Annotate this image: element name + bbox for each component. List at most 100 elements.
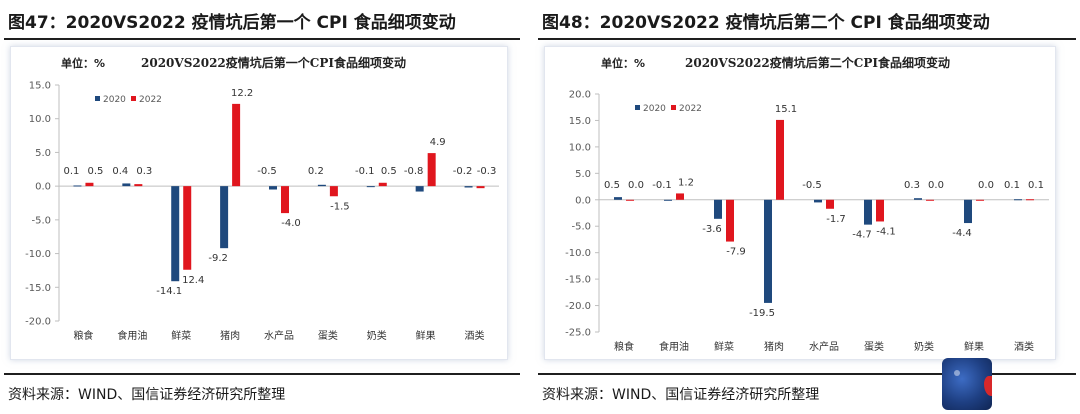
y-tick-label: 15.0 bbox=[29, 81, 51, 92]
legend-swatch-2022 bbox=[671, 105, 676, 110]
chart-2-svg: 单位：% 2020VS2022疫情坑后第二个CPI食品细项变动 20.0 15.0 10… bbox=[565, 55, 1049, 353]
data-label-2020: -0.5 bbox=[802, 180, 822, 191]
x-category-label: 猪肉 bbox=[764, 340, 784, 353]
bar-2022 bbox=[626, 199, 634, 201]
x-category-label: 食用油 bbox=[659, 340, 689, 353]
y-tick-label: -5.0 bbox=[571, 222, 591, 233]
bar-2020 bbox=[269, 186, 277, 190]
y-tick-label: -20.0 bbox=[565, 301, 591, 312]
x-category-label: 鲜果 bbox=[416, 329, 436, 342]
bar-2022 bbox=[476, 186, 485, 189]
data-label-2020: -3.6 bbox=[702, 224, 722, 235]
bar-2020 bbox=[317, 184, 326, 187]
chart-title: 2020VS2022疫情坑后第一个CPI食品细项变动 bbox=[141, 55, 406, 70]
legend-label-2020: 2020 bbox=[103, 95, 126, 105]
figure-title: 图47：2020VS2022 疫情坑后第一个 CPI 食品细项变动 bbox=[8, 13, 456, 33]
data-label-2020: -0.1 bbox=[355, 166, 375, 177]
y-tick-label: -15.0 bbox=[565, 275, 591, 286]
data-label-2020: -4.7 bbox=[852, 230, 872, 241]
data-label-2022: 0.0 bbox=[928, 180, 944, 191]
bar-2022 bbox=[926, 199, 934, 201]
data-label-2020: -0.8 bbox=[404, 166, 424, 177]
bar-2020 bbox=[814, 199, 822, 203]
bar-2020 bbox=[764, 199, 772, 303]
y-tick-label: -15.0 bbox=[25, 283, 51, 294]
x-category-label: 粮食 bbox=[73, 329, 93, 342]
x-category-label: 猪肉 bbox=[220, 329, 240, 342]
bar-2022 bbox=[85, 182, 94, 187]
bar-2020 bbox=[864, 199, 872, 225]
y-tick-label: -10.0 bbox=[565, 248, 591, 259]
legend-label-2020: 2020 bbox=[643, 104, 666, 114]
x-category-label: 蛋类 bbox=[318, 329, 338, 342]
bar-2022 bbox=[281, 186, 289, 214]
bar-2020 bbox=[614, 197, 622, 200]
data-label-2022: 0.0 bbox=[978, 180, 994, 191]
data-label-2022: -0.3 bbox=[477, 166, 497, 177]
unit-label: 单位：% bbox=[61, 56, 105, 70]
bar-2022 bbox=[676, 193, 684, 200]
data-label-2020: -0.1 bbox=[652, 180, 672, 191]
data-label-2022: -4.1 bbox=[876, 226, 896, 237]
bar-2020 bbox=[914, 198, 922, 200]
source-rule bbox=[4, 373, 520, 375]
x-category-label: 水产品 bbox=[809, 340, 839, 353]
data-label-2020: 0.4 bbox=[112, 166, 128, 177]
bar-2022 bbox=[726, 199, 734, 242]
data-label-2022: 0.3 bbox=[136, 166, 152, 177]
data-label-2022: 0.0 bbox=[628, 180, 644, 191]
bar-2022 bbox=[976, 199, 984, 201]
figure-title: 图48：2020VS2022 疫情坑后第二个 CPI 食品细项变动 bbox=[542, 13, 990, 33]
legend-swatch-2022 bbox=[131, 96, 136, 101]
x-category-label: 食用油 bbox=[117, 329, 147, 342]
data-label-2020: 0.1 bbox=[1004, 180, 1020, 191]
bar-2020 bbox=[464, 186, 473, 188]
bar-2020 bbox=[73, 185, 82, 187]
y-tick-label: -25.0 bbox=[565, 328, 591, 339]
bar-2022 bbox=[134, 184, 143, 187]
chart-1-svg: 单位：% 2020VS2022疫情坑后第一个CPI食品细项变动 15.0 10.0 5.… bbox=[25, 55, 499, 342]
data-label-2022: -1.7 bbox=[826, 214, 846, 225]
source-rule bbox=[538, 373, 1076, 375]
chart-title: 2020VS2022疫情坑后第二个CPI食品细项变动 bbox=[685, 55, 950, 70]
data-label-2022: 0.5 bbox=[381, 166, 397, 177]
bar-2020 bbox=[714, 199, 722, 219]
chart-frame: 单位：% 2020VS2022疫情坑后第二个CPI食品细项变动 20.0 15.0 10… bbox=[544, 46, 1056, 360]
legend-label-2022: 2022 bbox=[679, 104, 702, 114]
bar-2022 bbox=[329, 186, 338, 197]
data-label-2020: -9.2 bbox=[208, 253, 228, 264]
x-category-label: 粮食 bbox=[614, 340, 634, 353]
legend-swatch-2020 bbox=[635, 105, 640, 110]
data-label-2020: -19.5 bbox=[749, 308, 775, 319]
x-category-label: 酒类 bbox=[465, 329, 485, 342]
x-category-label: 鲜果 bbox=[964, 340, 984, 353]
data-label-2022: 0.1 bbox=[1028, 180, 1044, 191]
data-label-2022: 12.4 bbox=[182, 275, 204, 286]
bar-2022 bbox=[232, 103, 241, 187]
data-label-2020: 0.3 bbox=[904, 180, 920, 191]
brand-logo-icon bbox=[942, 358, 992, 410]
chart-frame: 单位：% 2020VS2022疫情坑后第一个CPI食品细项变动 15.0 10.0 5.… bbox=[10, 46, 508, 360]
bar-2022 bbox=[1026, 199, 1034, 201]
bar-2022 bbox=[826, 199, 834, 209]
bar-2020 bbox=[366, 186, 375, 188]
y-tick-label: 20.0 bbox=[569, 90, 591, 101]
x-category-label: 蛋类 bbox=[864, 340, 884, 353]
data-label-2022: 4.9 bbox=[430, 137, 446, 148]
y-tick-label: -5.0 bbox=[31, 215, 51, 226]
x-category-label: 鲜菜 bbox=[714, 340, 734, 353]
y-tick-label: 5.0 bbox=[575, 169, 591, 180]
bar-2022 bbox=[378, 182, 387, 187]
y-tick-label: -20.0 bbox=[25, 317, 51, 328]
x-category-label: 水产品 bbox=[264, 329, 294, 342]
data-label-2022: 1.2 bbox=[678, 177, 694, 188]
data-label-2020: 0.1 bbox=[63, 166, 79, 177]
data-label-2020: -4.4 bbox=[952, 228, 972, 239]
data-label-2020: 0.2 bbox=[308, 166, 324, 177]
bar-2022 bbox=[183, 186, 192, 270]
unit-label: 单位：% bbox=[601, 56, 645, 70]
y-tick-label: 10.0 bbox=[29, 114, 51, 125]
data-label-2020: -0.5 bbox=[257, 166, 277, 177]
bar-2020 bbox=[1014, 199, 1022, 201]
x-category-label: 酒类 bbox=[1014, 340, 1034, 353]
